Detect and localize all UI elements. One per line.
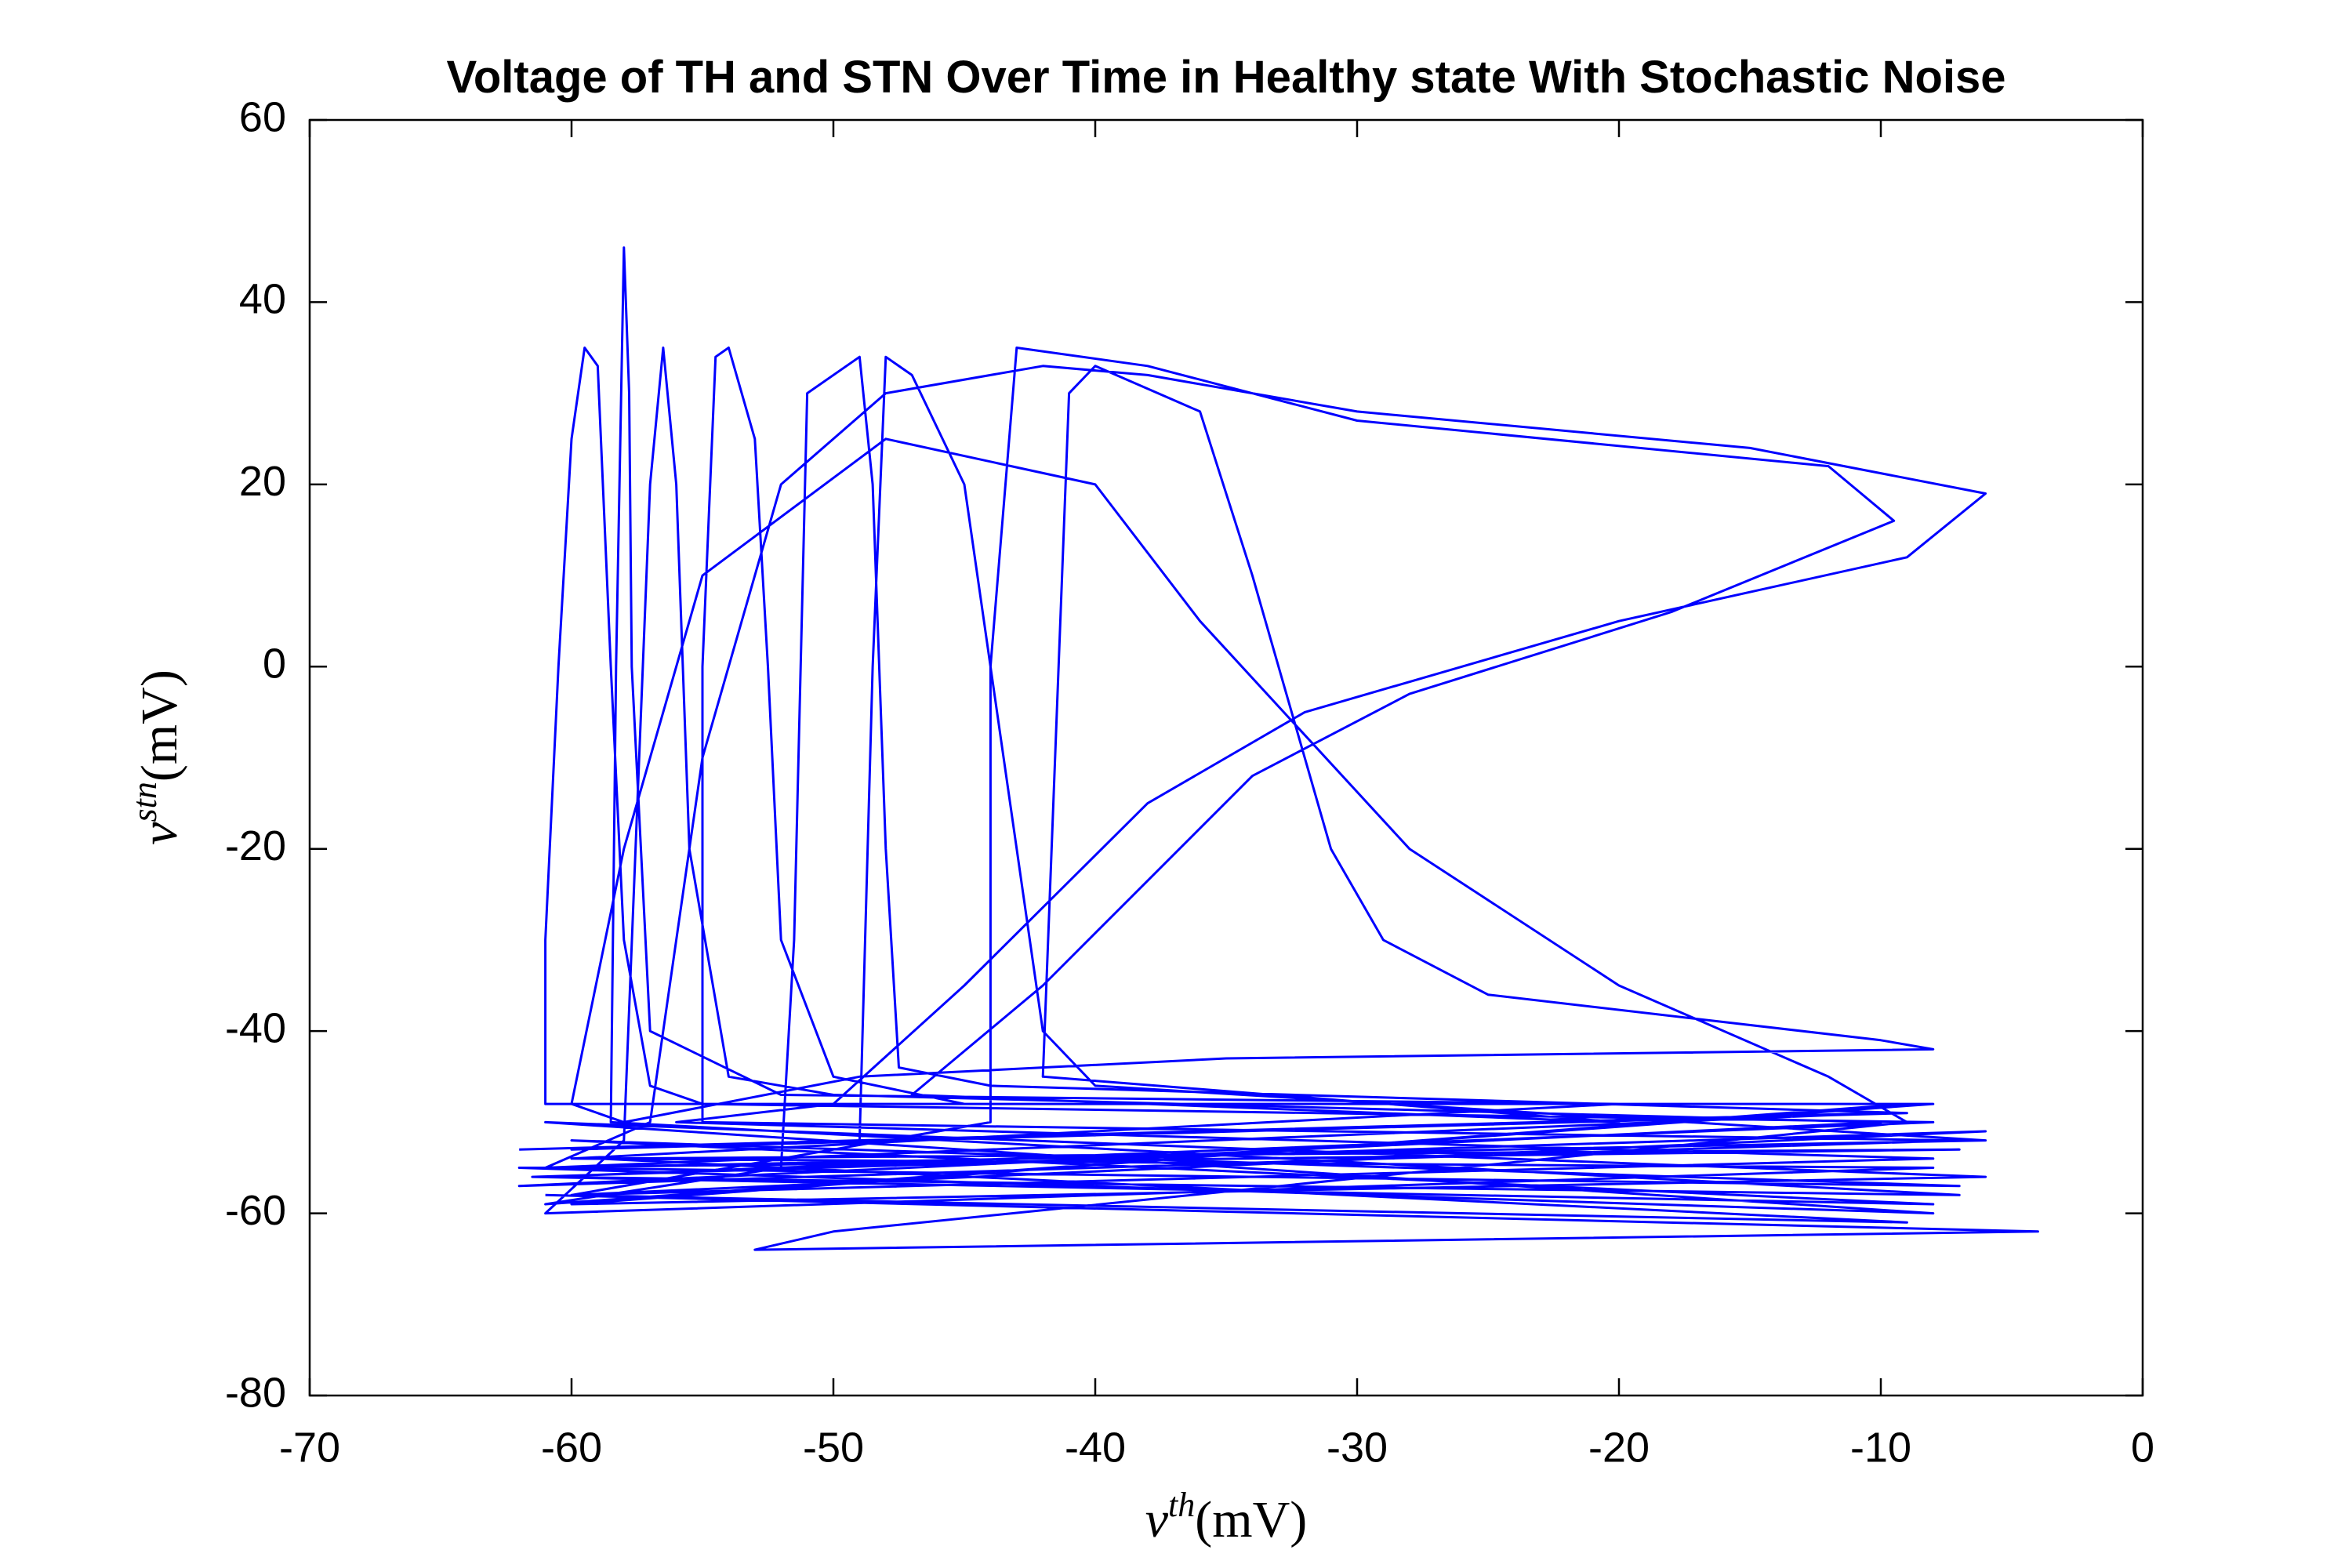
y-tick-label: 0 — [263, 641, 286, 688]
x-tick-label: -40 — [1065, 1424, 1126, 1471]
plot-frame — [308, 118, 2144, 1397]
x-tick-label: -50 — [803, 1424, 864, 1471]
x-label-unit: (mV) — [1195, 1491, 1307, 1548]
y-tick-label: -60 — [225, 1187, 286, 1234]
y-tick-label: -40 — [225, 1004, 286, 1051]
x-tick-label: -20 — [1588, 1424, 1650, 1471]
chart-title: Voltage of TH and STN Over Time in Healt… — [446, 52, 2005, 103]
x-tick-label: -30 — [1327, 1424, 1388, 1471]
x-label-symbol: v — [1145, 1491, 1169, 1548]
x-label-superscript: th — [1168, 1486, 1195, 1524]
x-tick-label: 0 — [2131, 1424, 2154, 1471]
y-axis-label: vstn(mV) — [125, 670, 188, 845]
y-tick-label: 40 — [239, 276, 286, 323]
x-tick-label: -70 — [279, 1424, 340, 1471]
y-tick-label: -80 — [225, 1369, 286, 1416]
y-label-unit: (mV) — [131, 670, 188, 782]
y-tick-label: 20 — [239, 458, 286, 505]
y-label-symbol: v — [131, 822, 188, 845]
y-label-superscript: stn — [125, 782, 164, 822]
data-line — [517, 246, 2039, 1251]
y-tick-label: -20 — [225, 822, 286, 869]
x-axis-label: vth(mV) — [1145, 1486, 1308, 1548]
x-tick-label: -60 — [541, 1424, 602, 1471]
x-tick-label: -10 — [1850, 1424, 1911, 1471]
y-tick-label: 60 — [239, 93, 286, 140]
